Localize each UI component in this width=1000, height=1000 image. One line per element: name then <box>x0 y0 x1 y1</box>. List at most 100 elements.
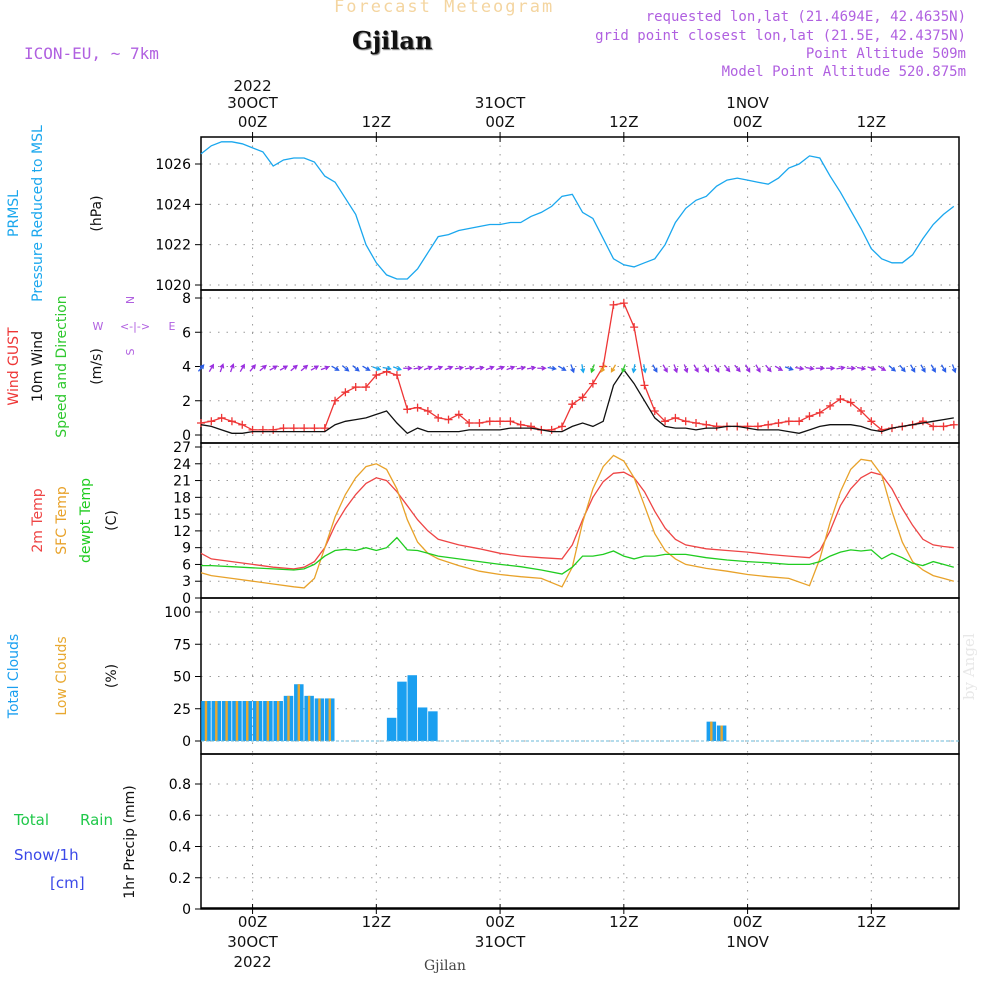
pressure-axis-label: PRMSL <box>6 190 22 237</box>
clouds-ytick-label: 75 <box>173 637 191 653</box>
wind-direction-arrow <box>662 364 668 373</box>
low-cloud-bar <box>307 695 311 741</box>
requested-coords: requested lon,lat (21.4694E, 42.4635N) <box>645 9 966 25</box>
top-date-label: 30OCT <box>227 94 278 112</box>
compass-north: N <box>124 296 137 304</box>
wind-direction-arrow <box>537 365 547 371</box>
wind-direction-arrow <box>434 365 444 371</box>
gust-point <box>805 412 814 421</box>
temperature-ytick-label: 6 <box>182 557 191 573</box>
gust-point <box>238 420 247 429</box>
compass-west: W <box>93 320 104 333</box>
top-date-label: 31OCT <box>475 94 526 112</box>
gust-point <box>269 425 278 434</box>
gust-point <box>661 417 670 426</box>
wind-direction-arrow <box>341 365 350 372</box>
gust-point <box>568 400 577 409</box>
wind-ytick-label: 6 <box>182 325 191 341</box>
wind-direction-arrow <box>745 364 751 373</box>
low-cloud-bar <box>276 701 280 741</box>
bottom-hour-label: 00Z <box>485 913 514 931</box>
bottom-date-label: 30OCT <box>227 933 278 951</box>
wind-axis-label: 10m Wind <box>30 331 46 402</box>
bottom-hour-label: 12Z <box>362 913 391 931</box>
low-cloud-bar <box>266 701 270 741</box>
wind-direction-arrow <box>652 364 658 373</box>
temperature-ytick-label: 9 <box>182 541 191 557</box>
temperature-series-dewpt-temp <box>201 536 954 575</box>
gust-point <box>702 420 711 429</box>
gust-point <box>465 419 474 428</box>
wind-direction-arrow <box>310 365 320 371</box>
total-cloud-bar <box>386 717 397 741</box>
wind-direction-arrow <box>703 364 710 373</box>
wind-direction-arrow <box>774 365 784 371</box>
wind-direction-arrow <box>951 364 957 374</box>
gust-point <box>609 300 618 309</box>
wind-direction-arrow <box>642 364 648 374</box>
wind-series-10m-wind <box>200 368 954 435</box>
gust-point <box>475 419 484 428</box>
temperature-ytick-label: 12 <box>173 524 191 540</box>
top-hour-label: 00Z <box>485 113 514 131</box>
wind-direction-arrow <box>269 365 278 371</box>
wind-direction-arrow <box>888 365 897 372</box>
wind-direction-arrow <box>475 365 485 371</box>
wind-direction-arrow <box>454 365 465 371</box>
low-cloud-bar <box>235 701 239 741</box>
pressure-axis-label: (hPa) <box>89 195 105 231</box>
top-time-axis: 00Z 12Z 00Z 12Z 00Z 12Z 30OCT 31OCT 1NOV 2022 <box>227 77 886 142</box>
wind-direction-arrow <box>362 365 371 371</box>
wind-direction-arrow <box>755 364 761 373</box>
gust-point <box>485 417 494 426</box>
clouds-panel: 0 25 50 75 100 Total Clouds Low Clouds (%) <box>6 597 960 755</box>
wind-direction-arrow <box>239 363 245 373</box>
wind-direction-arrow <box>249 364 257 372</box>
clouds-ytick-label: 25 <box>173 702 191 718</box>
precip-frame <box>200 753 960 910</box>
top-hour-label: 12Z <box>362 113 391 131</box>
gust-point <box>310 424 319 433</box>
gust-point <box>918 417 927 426</box>
temperature-ytick-label: 0 <box>182 591 191 607</box>
precip-ytick-label: 0.2 <box>169 871 191 887</box>
wind-series-wind-gust <box>200 302 954 431</box>
gust-point <box>372 371 381 380</box>
temperature-ytick-label: 21 <box>173 474 191 490</box>
gust-point <box>640 381 649 390</box>
top-hour-label: 00Z <box>238 113 267 131</box>
low-cloud-bar <box>215 701 218 741</box>
wind-direction-arrow <box>910 364 916 373</box>
wind-direction-arrow <box>300 364 309 372</box>
wind-direction-arrow <box>930 364 936 373</box>
clouds-ytick-label: 50 <box>173 670 191 686</box>
gust-point <box>527 422 536 431</box>
top-year-label: 2022 <box>233 77 271 95</box>
temperature-series-2m-temp <box>200 471 954 570</box>
pressure-ytick-label: 1020 <box>155 278 191 294</box>
pressure-series-prmsl <box>200 141 955 280</box>
gust-point <box>413 403 422 412</box>
total-cloud-bar <box>417 707 428 741</box>
location-name: Gjilan <box>352 26 433 55</box>
wind-direction-arrow <box>331 365 340 371</box>
gust-point <box>392 371 401 380</box>
low-cloud-bar <box>318 698 321 741</box>
wind-direction-arrow <box>444 365 454 371</box>
wind-direction-arrow <box>846 365 857 371</box>
wind-direction-arrow <box>392 366 402 371</box>
compass-arrow: <-|-> <box>120 320 150 333</box>
clouds-ytick-label: 100 <box>164 605 191 621</box>
wind-direction-arrow <box>208 363 214 373</box>
low-cloud-bar <box>710 721 713 741</box>
wind-direction-arrow <box>836 365 846 371</box>
gust-point <box>227 417 236 426</box>
total-cloud-bar <box>428 711 438 741</box>
temperature-series-sfc-temp <box>200 454 954 589</box>
wind-direction-arrow <box>693 364 699 373</box>
wind-ytick-label: 4 <box>182 360 191 376</box>
wind-direction-arrow <box>570 364 575 374</box>
bottom-location-label: Gjilan <box>424 958 466 974</box>
wind-direction-arrow <box>382 365 392 371</box>
wind-direction-arrow <box>631 364 637 374</box>
